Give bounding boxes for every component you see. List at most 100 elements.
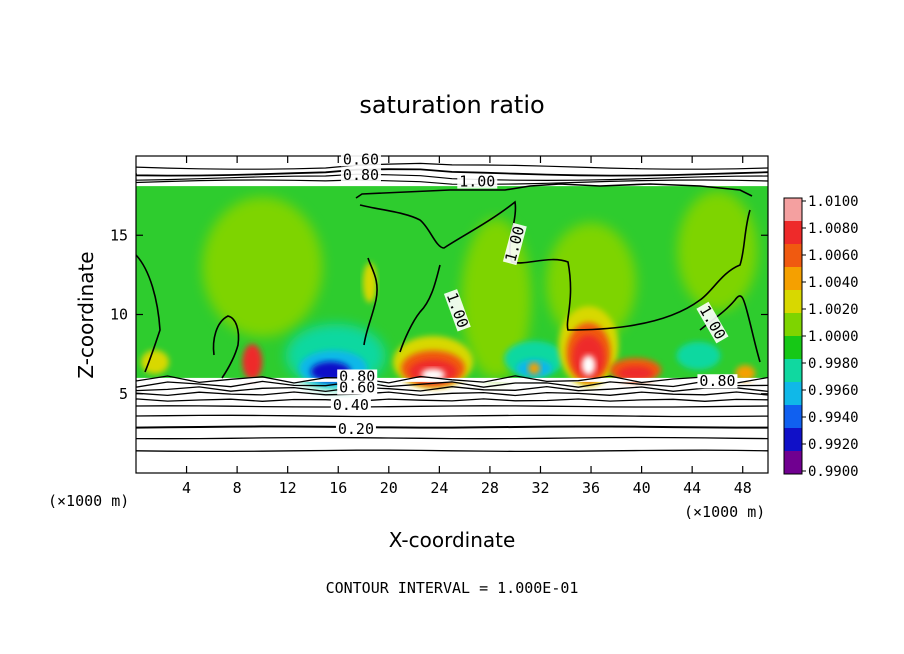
contour-line xyxy=(136,405,768,408)
contour-line xyxy=(136,162,768,170)
contour-label: 0.80 xyxy=(343,166,379,184)
y-tick-label: 10 xyxy=(110,306,128,324)
colorbar-label: 1.0060 xyxy=(808,248,859,264)
colorbar-cell xyxy=(784,359,802,383)
x-tick-label: 16 xyxy=(329,479,347,497)
colorbar-label: 0.9900 xyxy=(808,464,859,480)
colorbar-cell xyxy=(784,198,802,222)
colorbar-cell xyxy=(784,221,802,245)
contour-line xyxy=(136,173,768,182)
colorbar-label: 1.0080 xyxy=(808,221,859,237)
colorbar-label: 0.9920 xyxy=(808,437,859,453)
colorbar-cell xyxy=(784,290,802,314)
colorbar: 1.0100 1.0080 1.0060 1.0040 1.0020 1.0000 0.99… xyxy=(783,194,859,480)
colorbar-cell xyxy=(784,244,802,268)
x-tick-label: 4 xyxy=(182,479,191,497)
field-patch xyxy=(676,341,721,370)
colorbar-label: 1.0000 xyxy=(808,329,859,345)
y-axis-label: Z-coordinate xyxy=(74,251,98,378)
field-patch xyxy=(202,196,323,337)
contour-label: 0.80 xyxy=(699,372,735,390)
contour-label-group: 0.20 xyxy=(335,420,376,438)
contour-label-group: 0.40 xyxy=(330,396,371,414)
contour-lines xyxy=(136,375,768,453)
contour-labels: 0.600.80 1.001.001.00 1.000.80 0.800.600.40… xyxy=(330,150,738,438)
field-patch xyxy=(677,191,758,312)
x-unit-right: (×1000 m) xyxy=(684,503,765,521)
y-axis: 5 10 15 xyxy=(110,226,768,403)
colorbar-cell xyxy=(784,382,802,406)
upper-contours xyxy=(136,156,768,187)
contour-label: 1.00 xyxy=(459,173,495,191)
colorbar-label: 0.9980 xyxy=(808,356,859,372)
contour-line xyxy=(136,179,768,185)
field-patch xyxy=(362,262,377,303)
x-tick-label: 36 xyxy=(582,479,600,497)
field-patch xyxy=(140,350,169,375)
contour-label-bg xyxy=(337,380,378,395)
colorbar-cell xyxy=(784,336,802,360)
field-patch xyxy=(581,355,596,376)
x-tick-label: 24 xyxy=(430,479,448,497)
colorbar-label: 0.9940 xyxy=(808,410,859,426)
colorbar-label: 1.0040 xyxy=(808,275,859,291)
contour-label-bg xyxy=(696,301,729,344)
x-tick-label: 28 xyxy=(481,479,499,497)
colorbar-cell xyxy=(784,313,802,337)
x-axis-label: X-coordinate xyxy=(389,528,516,552)
contour-line xyxy=(136,168,768,177)
x-tick-label: 20 xyxy=(380,479,398,497)
contour-label-group: 0.60 xyxy=(340,150,381,168)
field-patch xyxy=(735,365,756,382)
contour-label: 0.60 xyxy=(339,379,375,397)
field-patch xyxy=(528,362,541,375)
contour-label: 0.40 xyxy=(333,396,369,414)
contour-label-group: 0.60 xyxy=(337,379,378,397)
y-tick-label: 5 xyxy=(119,385,128,403)
y-tick-label: 15 xyxy=(110,226,128,244)
contour-label-bg xyxy=(443,289,471,332)
contour-line xyxy=(136,436,768,440)
field-anomalies xyxy=(136,191,768,389)
contour-label-bg xyxy=(337,369,378,384)
contour-line xyxy=(136,398,768,402)
contour-line xyxy=(136,385,768,393)
contour-label-bg xyxy=(502,222,527,266)
contour-label-bg xyxy=(330,398,371,413)
contour-label-bg xyxy=(457,174,498,189)
contour-1-00 xyxy=(136,183,761,379)
contour-label: 0.20 xyxy=(338,420,374,438)
contour-line xyxy=(136,391,768,397)
colorbar-cell xyxy=(784,451,802,475)
plot-area xyxy=(136,156,768,473)
x-tick-label: 40 xyxy=(633,479,651,497)
contour-label-group: 0.80 xyxy=(697,372,738,390)
field-patch xyxy=(242,344,263,381)
x-tick-label: 12 xyxy=(279,479,297,497)
contour-line xyxy=(136,380,768,388)
contour-line xyxy=(136,449,768,453)
contour-label-bg xyxy=(340,152,381,167)
contour-label: 0.60 xyxy=(343,150,379,168)
x-tick-label: 48 xyxy=(734,479,752,497)
x-tick-label: 32 xyxy=(531,479,549,497)
field-patch xyxy=(617,366,654,381)
contour-label-group: 1.00 xyxy=(457,173,498,191)
contour-interval: CONTOUR INTERVAL = 1.000E-01 xyxy=(326,579,579,597)
x-axis: 4 8 12 16 20 24 28 32 36 40 44 48 xyxy=(182,156,752,497)
contour-label-bg xyxy=(697,374,738,389)
colorbar-label: 1.0100 xyxy=(808,194,859,210)
contour-label-bg xyxy=(340,168,381,183)
contour-line xyxy=(136,414,768,418)
chart-title: saturation ratio xyxy=(359,91,544,119)
contour-label-bg xyxy=(335,421,376,436)
contour-label-group: 0.80 xyxy=(340,166,381,184)
x-tick-label: 8 xyxy=(233,479,242,497)
colorbar-label: 1.0020 xyxy=(808,302,859,318)
contour-line xyxy=(136,425,768,429)
colorbar-cell xyxy=(784,405,802,429)
colorbar-label: 0.9960 xyxy=(808,383,859,399)
contour-line xyxy=(136,375,768,384)
colorbar-cell xyxy=(784,428,802,452)
